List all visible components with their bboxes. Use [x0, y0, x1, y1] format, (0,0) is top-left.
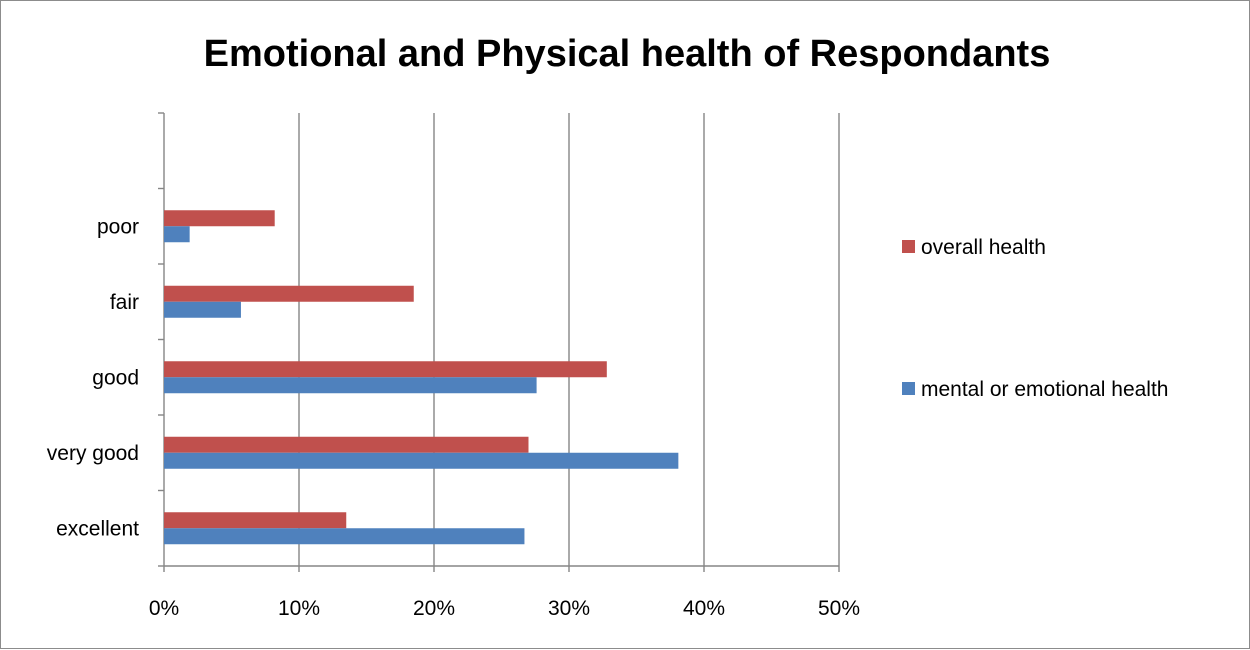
legend-label: overall health — [921, 236, 1046, 259]
x-tick-labels: 0% 10% 20% 30% 40% 50% — [149, 597, 860, 620]
bar-overall-health — [164, 361, 607, 378]
legend: overall health mental or emotional health — [902, 236, 1168, 401]
legend-swatch — [902, 240, 915, 253]
y-tick-labels: poor fair good very good excellent — [47, 215, 139, 540]
y-tick-label: excellent — [56, 517, 139, 540]
bars — [164, 210, 679, 545]
bar-overall-health — [164, 512, 347, 529]
y-tick-label: good — [92, 366, 139, 389]
y-tick-label: poor — [97, 215, 139, 238]
bar-mental-emotional-health — [164, 301, 241, 318]
chart-title: Emotional and Physical health of Respond… — [204, 33, 1051, 75]
x-tick-label: 0% — [149, 597, 179, 620]
bar-overall-health — [164, 436, 529, 453]
bar-mental-emotional-health — [164, 452, 679, 469]
legend-swatch — [902, 382, 915, 395]
bar-mental-emotional-health — [164, 377, 537, 394]
gridlines — [298, 113, 840, 566]
bar-mental-emotional-health — [164, 226, 190, 243]
bar-overall-health — [164, 285, 414, 302]
x-tick-label: 10% — [278, 597, 320, 620]
y-tick-label: very good — [47, 442, 139, 465]
x-tick-label: 20% — [413, 597, 455, 620]
x-tick-label: 40% — [683, 597, 725, 620]
x-tick-label: 30% — [548, 597, 590, 620]
y-tick-label: fair — [110, 291, 139, 314]
axes — [158, 112, 840, 572]
x-tick-label: 50% — [818, 597, 860, 620]
bar-overall-health — [164, 210, 275, 227]
legend-label: mental or emotional health — [921, 378, 1168, 401]
bar-mental-emotional-health — [164, 528, 525, 545]
